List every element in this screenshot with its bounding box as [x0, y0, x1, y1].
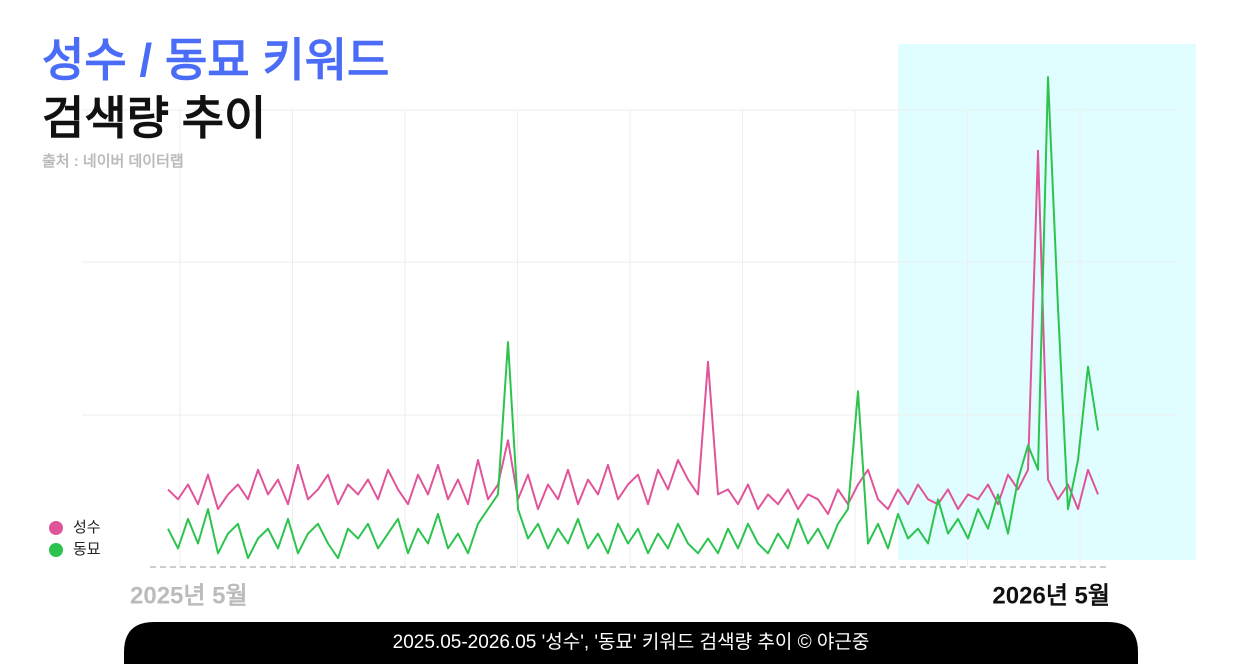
legend-label: 동묘 [73, 541, 101, 558]
legend-marker [49, 521, 63, 535]
series-line [167, 149, 1099, 515]
caption: 2025.05-2026.05 '성수', '동묘' 키워드 검색량 추이 © … [393, 631, 870, 653]
legend-label: 성수 [73, 519, 101, 536]
chart-subtitle: 검색량 추이 [42, 92, 266, 144]
series-line [167, 76, 1099, 560]
chart-title: 성수 / 동묘 키워드 [42, 34, 389, 86]
source: 출처 : 네이버 데이터랩 [42, 152, 184, 170]
x-label: 2025년 5월 [130, 582, 248, 609]
x-label: 2026년 5월 [992, 582, 1110, 609]
footer-bar [124, 622, 1138, 664]
legend-marker [49, 543, 63, 557]
plot [167, 76, 1099, 560]
